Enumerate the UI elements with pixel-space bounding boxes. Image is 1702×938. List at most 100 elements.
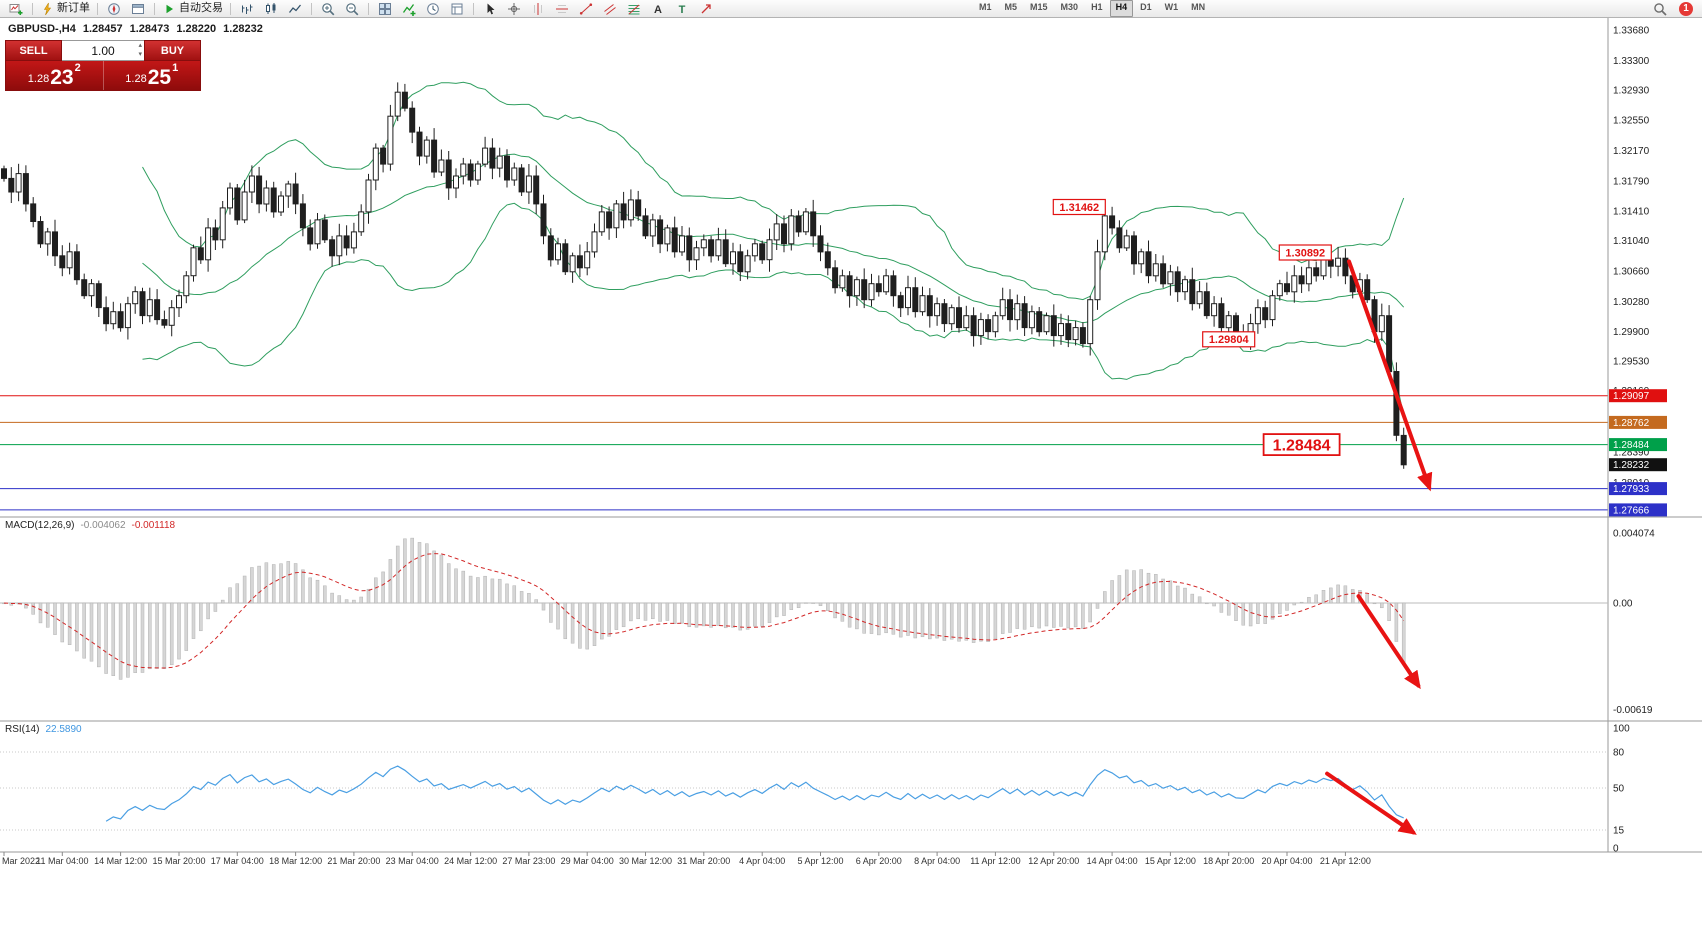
price-annotation-text[interactable]: 1.28484 — [1273, 437, 1331, 454]
tf-button-m5[interactable]: M5 — [1004, 2, 1018, 12]
trend-arrow[interactable] — [1356, 594, 1421, 690]
price-annotation-box[interactable] — [1202, 331, 1256, 348]
buy-button[interactable]: BUY — [144, 40, 201, 61]
macd-histogram-bar — [133, 602, 137, 673]
candlestick — [358, 211, 365, 233]
candlestick — [146, 299, 153, 317]
tf-button-m15[interactable]: M15 — [1030, 2, 1048, 12]
macd-histogram-bar — [1241, 602, 1246, 626]
indicators-button[interactable] — [397, 0, 421, 18]
candlestick — [219, 207, 226, 241]
sell-price[interactable]: 1.28 23 2 — [6, 61, 104, 90]
candlestick — [103, 307, 110, 325]
new-chart-button[interactable] — [4, 0, 28, 18]
candlestick — [890, 275, 897, 297]
trendline-button[interactable] — [574, 0, 598, 18]
navigator-button[interactable] — [102, 0, 126, 18]
sell-button[interactable]: SELL — [5, 40, 62, 61]
tf-button-mn[interactable]: MN — [1191, 2, 1206, 12]
candlestick — [555, 243, 561, 261]
price-annotation-box[interactable] — [1262, 433, 1341, 457]
tf-button-h1[interactable]: H1 — [1091, 2, 1103, 12]
text-button[interactable]: A — [646, 0, 670, 18]
candlestick — [1203, 291, 1210, 317]
macd-histogram-bar — [1321, 590, 1326, 604]
candlestick — [1386, 315, 1393, 373]
macd-histogram-bar — [242, 575, 247, 604]
tile-windows-button[interactable] — [373, 0, 397, 18]
arrows-button[interactable] — [694, 0, 718, 18]
candlestick — [37, 221, 44, 245]
trend-arrow[interactable] — [1347, 259, 1433, 492]
volume-down-button[interactable]: ▾ — [138, 51, 142, 58]
candlestick — [766, 239, 773, 261]
candlestick — [1182, 279, 1188, 293]
tf-button-d1[interactable]: D1 — [1140, 2, 1152, 12]
macd-histogram-bar — [177, 602, 181, 660]
buy-price[interactable]: 1.28 25 1 — [104, 61, 201, 90]
macd-histogram-bar — [709, 602, 713, 628]
macd-histogram-bar — [1350, 589, 1355, 604]
bar-chart-button[interactable] — [235, 0, 259, 18]
periods-button[interactable] — [421, 0, 445, 18]
macd-histogram-bar — [694, 602, 699, 628]
vertical-line-button[interactable] — [526, 0, 550, 18]
search-button[interactable] — [1648, 0, 1672, 18]
price-tick-label: 1.29530 — [1613, 357, 1650, 368]
text-label-button[interactable]: T — [670, 0, 694, 18]
candlestick — [751, 243, 758, 257]
cursor-button[interactable] — [478, 0, 502, 18]
candlestick — [256, 175, 263, 205]
candlestick — [1320, 259, 1327, 277]
toolbar-separator — [311, 2, 312, 15]
horizontal-line-button[interactable] — [550, 0, 574, 18]
candlestick — [518, 167, 525, 193]
line-chart-button[interactable] — [283, 0, 307, 18]
candlestick — [110, 311, 117, 325]
tf-button-h4[interactable]: H4 — [1109, 0, 1134, 17]
new-order-button[interactable]: 新订单 — [37, 0, 93, 18]
terminal-button[interactable] — [126, 0, 150, 18]
price-annotation-box[interactable] — [1278, 244, 1332, 261]
trend-arrow[interactable] — [1325, 771, 1417, 835]
zoom-out-button[interactable] — [340, 0, 364, 18]
tf-button-m1[interactable]: M1 — [979, 2, 992, 12]
price-annotation-text[interactable]: 1.29804 — [1209, 334, 1250, 346]
autotrading-button[interactable]: 自动交易 — [159, 0, 226, 18]
candlestick — [846, 275, 853, 297]
volume-up-button[interactable]: ▴ — [138, 42, 142, 49]
macd-histogram-bar — [24, 602, 28, 609]
volume-input[interactable]: 1.00 ▴ ▾ — [62, 40, 144, 61]
candlestick — [15, 173, 22, 193]
candlestick — [562, 243, 569, 273]
price-tick-label: 1.28390 — [1613, 448, 1650, 459]
candlestick — [197, 247, 204, 261]
macd-histogram-bar — [169, 602, 174, 666]
macd-histogram-bar — [964, 602, 969, 641]
fibonacci-button[interactable] — [622, 0, 646, 18]
toolbar-separator — [473, 2, 474, 15]
candlestick-chart-button[interactable] — [259, 0, 283, 18]
notification-badge[interactable]: 1 — [1679, 1, 1693, 16]
candlestick — [715, 239, 722, 257]
price-annotation-text[interactable]: 1.31462 — [1059, 202, 1099, 214]
tf-button-w1[interactable]: W1 — [1164, 2, 1179, 12]
macd-histogram-bar — [643, 602, 648, 621]
close-value: 1.28232 — [223, 23, 263, 35]
channel-button[interactable] — [598, 0, 622, 18]
crosshair-button[interactable] — [502, 0, 526, 18]
open-value: 1.28457 — [82, 23, 123, 35]
zoom-in-button[interactable] — [316, 0, 340, 18]
templates-button[interactable] — [445, 0, 469, 18]
candlestick — [781, 223, 787, 245]
macd-histogram-bar — [920, 602, 925, 638]
tf-button-m30[interactable]: M30 — [1060, 2, 1079, 12]
candlestick — [1072, 327, 1079, 341]
price-annotation-box[interactable] — [1052, 198, 1106, 216]
volume-spinner: ▴ ▾ — [138, 41, 142, 59]
price-annotation-text[interactable]: 1.30892 — [1285, 247, 1325, 259]
candlestick — [1291, 275, 1298, 293]
price-tick-label: 1.32550 — [1613, 116, 1650, 127]
